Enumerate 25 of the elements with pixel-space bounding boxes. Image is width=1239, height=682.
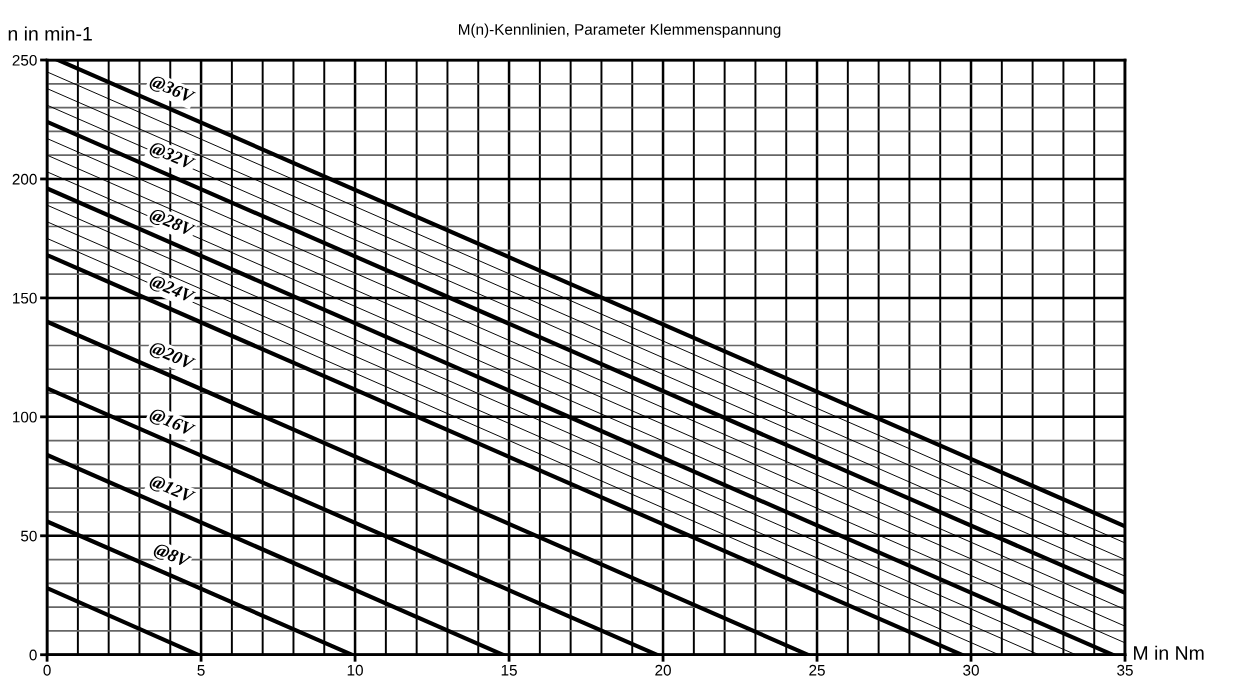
chart-title: M(n)-Kennlinien, Parameter Klemmenspannung — [458, 23, 781, 38]
x-tick-label: 25 — [809, 664, 825, 676]
x-tick-label: 10 — [347, 664, 363, 676]
x-tick-label: 35 — [1117, 664, 1133, 676]
x-tick-label: 15 — [501, 665, 517, 676]
text: @24V — [147, 273, 196, 307]
y-tick-label: 150 — [13, 292, 37, 304]
text: @28V — [147, 207, 196, 240]
y-tick-label: 200 — [12, 173, 37, 185]
x-axis-title: M in Nm — [1134, 645, 1204, 660]
x-tick-label: 30 — [963, 664, 979, 676]
y-tick-label: 50 — [20, 530, 37, 542]
text: @8V — [151, 542, 192, 572]
x-tick-label: 0 — [43, 664, 51, 676]
y-tick-label: 0 — [29, 649, 37, 661]
text: @16V — [147, 407, 196, 440]
text: @36V — [147, 74, 196, 107]
y-tick-label: 100 — [13, 411, 37, 423]
x-tick-label: 5 — [197, 665, 205, 676]
text: @32V — [147, 140, 196, 174]
text: @12V — [147, 473, 196, 507]
y-tick-label: 250 — [12, 54, 37, 66]
text: @20V — [147, 340, 196, 374]
x-tick-label: 20 — [655, 664, 671, 676]
y-axis-title: n in min-1 — [8, 26, 92, 41]
